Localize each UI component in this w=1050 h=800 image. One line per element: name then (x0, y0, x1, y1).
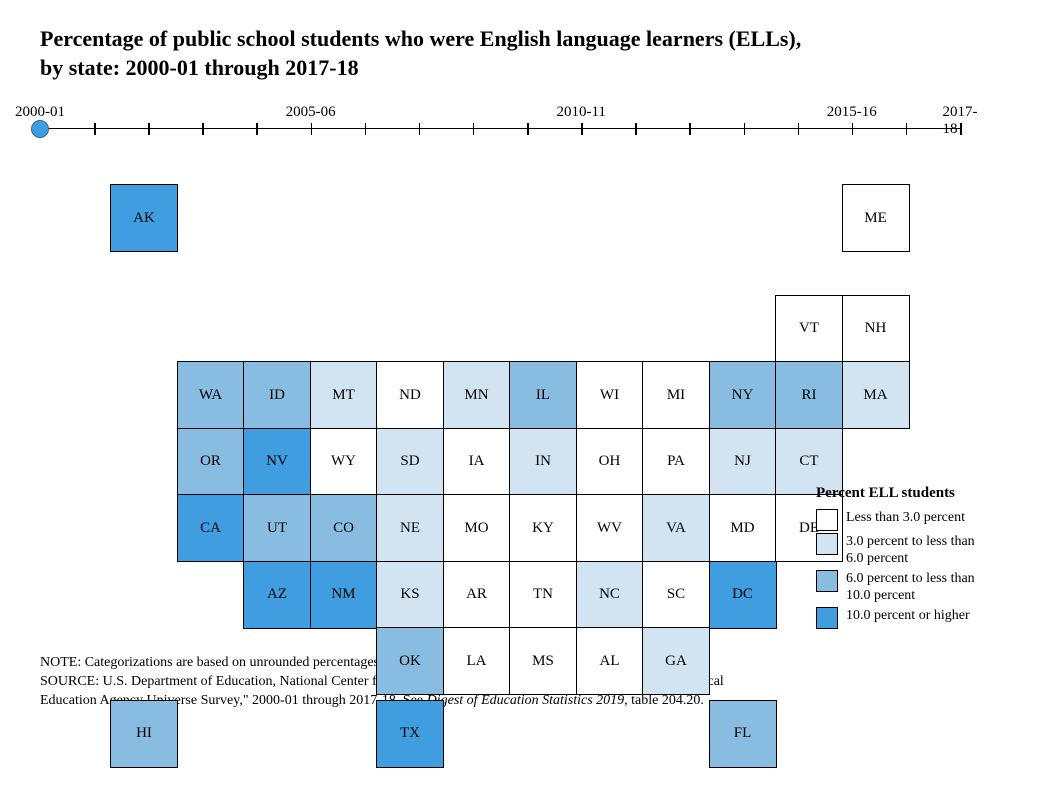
state-cell-tn[interactable]: TN (509, 561, 577, 629)
timeline-tick (744, 123, 746, 135)
legend-row: 3.0 percent to less than 6.0 percent (816, 533, 986, 568)
state-cell-wi[interactable]: WI (576, 361, 644, 429)
state-cell-va[interactable]: VA (642, 494, 710, 562)
state-cell-co[interactable]: CO (310, 494, 378, 562)
state-cell-pa[interactable]: PA (642, 428, 710, 496)
timeline-slider-handle[interactable] (31, 120, 49, 138)
timeline-tick (960, 123, 962, 135)
legend-title: Percent ELL students (816, 484, 986, 503)
state-cell-ms[interactable]: MS (509, 627, 577, 695)
timeline-tick (202, 123, 204, 135)
footnote-source-italic: Digest of Education Statistics 2019, (427, 693, 628, 708)
timeline-tick (148, 123, 150, 135)
state-cell-nv[interactable]: NV (243, 428, 311, 496)
timeline-tick (689, 123, 691, 135)
legend: Percent ELL students Less than 3.0 perce… (816, 484, 986, 631)
timeline-tick (419, 123, 421, 135)
legend-swatch (816, 533, 838, 555)
timeline-tick (906, 123, 908, 135)
timeline-labels: 2000-012005-062010-112015-162017-18 (40, 104, 960, 124)
state-cell-mo[interactable]: MO (443, 494, 511, 562)
chart-title: Percentage of public school students who… (40, 25, 820, 82)
state-cell-al[interactable]: AL (576, 627, 644, 695)
timeline-label: 2005-06 (286, 104, 336, 121)
state-cell-ky[interactable]: KY (509, 494, 577, 562)
state-cell-ar[interactable]: AR (443, 561, 511, 629)
state-cell-wy[interactable]: WY (310, 428, 378, 496)
state-cell-or[interactable]: OR (177, 428, 245, 496)
state-cell-ga[interactable]: GA (642, 627, 710, 695)
timeline-tick (527, 123, 529, 135)
timeline-tick (256, 123, 258, 135)
timeline-tick (94, 123, 96, 135)
timeline-tick (311, 123, 313, 135)
state-cell-mt[interactable]: MT (310, 361, 378, 429)
state-cell-nd[interactable]: ND (376, 361, 444, 429)
timeline-tick (473, 123, 475, 135)
legend-label: 3.0 percent to less than 6.0 percent (846, 533, 986, 568)
timeline-tick (365, 123, 367, 135)
state-cell-oh[interactable]: OH (576, 428, 644, 496)
state-cell-la[interactable]: LA (443, 627, 511, 695)
state-cell-ca[interactable]: CA (177, 494, 245, 562)
state-cell-nh[interactable]: NH (842, 295, 910, 363)
state-cell-id[interactable]: ID (243, 361, 311, 429)
state-cell-mi[interactable]: MI (642, 361, 710, 429)
legend-row: 6.0 percent to less than 10.0 percent (816, 570, 986, 605)
legend-row: Less than 3.0 percent (816, 509, 986, 531)
timeline-axis[interactable] (40, 128, 960, 152)
map-area: AK ME VTNH WAIDMTNDMNILWIMINYRIMA ORNVWYSDIA… (40, 184, 1010, 654)
state-cell-nc[interactable]: NC (576, 561, 644, 629)
legend-label: Less than 3.0 percent (846, 509, 965, 527)
state-cell-nj[interactable]: NJ (709, 428, 777, 496)
state-cell-sd[interactable]: SD (376, 428, 444, 496)
legend-swatch (816, 570, 838, 592)
state-cell-md[interactable]: MD (709, 494, 777, 562)
legend-label: 10.0 percent or higher (846, 607, 970, 625)
timeline-tick (798, 123, 800, 135)
state-cell-ny[interactable]: NY (709, 361, 777, 429)
legend-label: 6.0 percent to less than 10.0 percent (846, 570, 986, 605)
state-cell-sc[interactable]: SC (642, 561, 710, 629)
state-cell-vt[interactable]: VT (775, 295, 843, 363)
state-cell-ak[interactable]: AK (110, 184, 178, 252)
state-cell-wv[interactable]: WV (576, 494, 644, 562)
state-cell-ia[interactable]: IA (443, 428, 511, 496)
state-cell-az[interactable]: AZ (243, 561, 311, 629)
timeline-tick (581, 123, 583, 135)
state-cell-fl[interactable]: FL (709, 700, 777, 768)
timeline-label: 2000-01 (15, 104, 65, 121)
state-cell-ks[interactable]: KS (376, 561, 444, 629)
timeline-label: 2015-16 (827, 104, 877, 121)
timeline: 2000-012005-062010-112015-162017-18 (40, 104, 1010, 154)
footnote-source-suffix: table 204.20. (628, 693, 704, 708)
legend-swatch (816, 607, 838, 629)
state-cell-hi[interactable]: HI (110, 700, 178, 768)
state-cell-me[interactable]: ME (842, 184, 910, 252)
state-cell-in[interactable]: IN (509, 428, 577, 496)
state-cell-wa[interactable]: WA (177, 361, 245, 429)
state-cell-dc[interactable]: DC (709, 561, 777, 629)
legend-row: 10.0 percent or higher (816, 607, 986, 629)
legend-items: Less than 3.0 percent 3.0 percent to less… (816, 509, 986, 629)
state-cell-il[interactable]: IL (509, 361, 577, 429)
state-cell-ok[interactable]: OK (376, 627, 444, 695)
timeline-label: 2010-11 (556, 104, 605, 121)
state-cell-ri[interactable]: RI (775, 361, 843, 429)
state-cell-nm[interactable]: NM (310, 561, 378, 629)
state-cell-mn[interactable]: MN (443, 361, 511, 429)
state-cell-ne[interactable]: NE (376, 494, 444, 562)
state-cell-ut[interactable]: UT (243, 494, 311, 562)
state-cell-tx[interactable]: TX (376, 700, 444, 768)
state-cell-ma[interactable]: MA (842, 361, 910, 429)
timeline-tick (852, 123, 854, 135)
legend-swatch (816, 509, 838, 531)
timeline-tick (635, 123, 637, 135)
